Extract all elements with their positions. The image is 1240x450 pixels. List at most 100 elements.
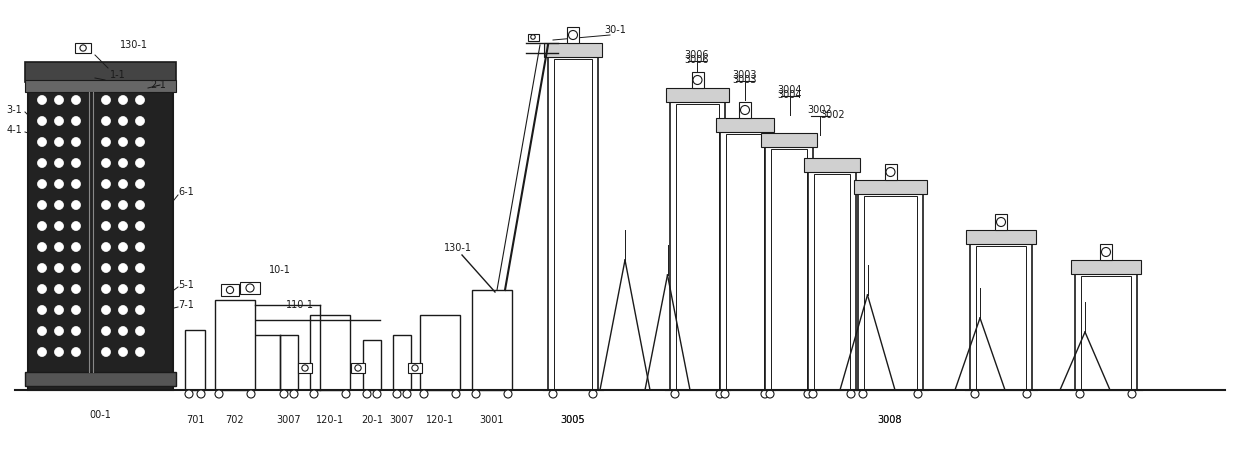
Bar	[472, 290, 512, 390]
Circle shape	[37, 201, 47, 210]
Bar	[527, 33, 538, 40]
Circle shape	[119, 284, 128, 293]
Circle shape	[55, 180, 63, 189]
Circle shape	[55, 138, 63, 147]
Text: 1-1: 1-1	[110, 70, 125, 80]
Text: 702: 702	[226, 415, 244, 425]
Circle shape	[55, 347, 63, 356]
Bar	[185, 330, 205, 390]
Bar	[363, 340, 381, 390]
Circle shape	[102, 347, 110, 356]
Bar	[720, 120, 770, 390]
Circle shape	[290, 390, 298, 398]
Circle shape	[280, 390, 288, 398]
Bar	[310, 315, 350, 390]
Circle shape	[119, 117, 128, 126]
Text: 130-1: 130-1	[444, 243, 472, 253]
Circle shape	[55, 264, 63, 273]
Text: 10-1: 10-1	[269, 265, 291, 275]
Bar	[298, 363, 312, 373]
Circle shape	[185, 390, 193, 398]
Circle shape	[119, 158, 128, 167]
Circle shape	[531, 35, 536, 39]
Circle shape	[55, 243, 63, 252]
Text: 6-1: 6-1	[179, 187, 193, 197]
Bar	[813, 174, 849, 390]
Bar	[670, 90, 725, 390]
Circle shape	[72, 138, 81, 147]
Text: 2-1: 2-1	[150, 80, 166, 90]
Circle shape	[472, 390, 480, 398]
Circle shape	[197, 390, 205, 398]
Circle shape	[549, 390, 557, 398]
Circle shape	[1101, 248, 1111, 256]
Text: 7-1: 7-1	[179, 300, 193, 310]
Circle shape	[102, 138, 110, 147]
Circle shape	[37, 117, 47, 126]
Circle shape	[72, 158, 81, 167]
Text: 120-1: 120-1	[316, 415, 343, 425]
Circle shape	[102, 221, 110, 230]
Bar	[864, 196, 918, 390]
Circle shape	[119, 201, 128, 210]
Bar	[970, 232, 1032, 390]
Circle shape	[102, 264, 110, 273]
Bar	[692, 72, 703, 88]
Circle shape	[310, 390, 317, 398]
Circle shape	[37, 243, 47, 252]
Circle shape	[342, 390, 350, 398]
Circle shape	[119, 347, 128, 356]
Bar	[666, 88, 729, 102]
Circle shape	[135, 117, 145, 126]
Circle shape	[72, 221, 81, 230]
Circle shape	[79, 45, 87, 51]
Circle shape	[720, 390, 729, 398]
Text: 4-1: 4-1	[6, 125, 22, 135]
Circle shape	[393, 390, 401, 398]
Circle shape	[37, 347, 47, 356]
Circle shape	[715, 390, 724, 398]
Circle shape	[1023, 390, 1030, 398]
Bar	[715, 118, 774, 132]
Circle shape	[102, 158, 110, 167]
Circle shape	[301, 365, 309, 371]
Text: 3002: 3002	[821, 110, 846, 120]
Circle shape	[804, 390, 812, 398]
Circle shape	[227, 286, 233, 293]
Bar	[739, 102, 751, 118]
Circle shape	[589, 390, 596, 398]
Bar	[393, 335, 410, 390]
Circle shape	[135, 284, 145, 293]
Circle shape	[102, 243, 110, 252]
Text: 3004: 3004	[777, 85, 802, 95]
Circle shape	[37, 180, 47, 189]
Circle shape	[55, 201, 63, 210]
Bar	[221, 284, 239, 296]
Circle shape	[135, 201, 145, 210]
Circle shape	[55, 95, 63, 104]
Circle shape	[72, 95, 81, 104]
Circle shape	[119, 180, 128, 189]
Circle shape	[72, 201, 81, 210]
Circle shape	[247, 390, 255, 398]
Circle shape	[55, 158, 63, 167]
Circle shape	[420, 390, 428, 398]
Circle shape	[55, 327, 63, 336]
Text: 3008: 3008	[878, 415, 903, 425]
Circle shape	[55, 306, 63, 315]
Bar	[1081, 276, 1131, 390]
Circle shape	[119, 264, 128, 273]
Circle shape	[72, 347, 81, 356]
Bar	[25, 80, 176, 92]
Circle shape	[119, 95, 128, 104]
Circle shape	[102, 327, 110, 336]
Text: 3005: 3005	[560, 415, 585, 425]
Circle shape	[37, 264, 47, 273]
Bar	[804, 158, 861, 172]
Circle shape	[55, 221, 63, 230]
Circle shape	[135, 180, 145, 189]
Circle shape	[887, 167, 895, 176]
Bar	[25, 372, 176, 386]
Bar	[884, 164, 897, 180]
Text: 5-1: 5-1	[179, 280, 193, 290]
